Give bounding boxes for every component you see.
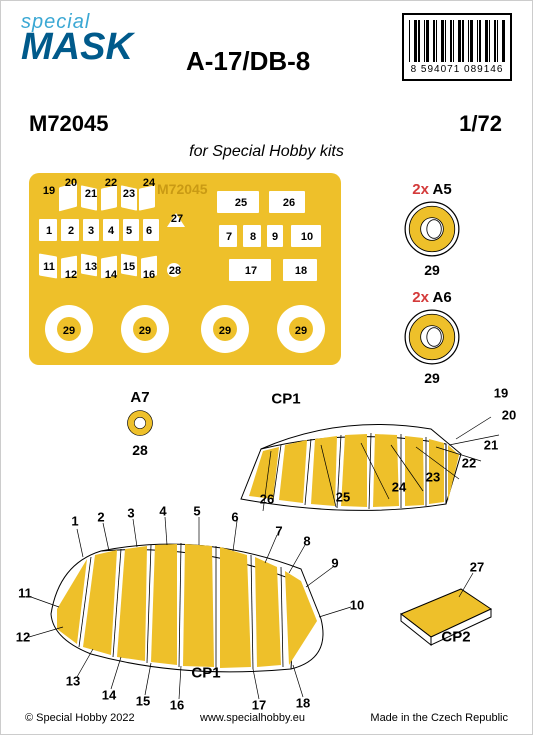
mask-piece-27: 27 <box>171 213 183 225</box>
wheel-icon <box>401 306 463 368</box>
footer-made-in: Made in the Czech Republic <box>370 712 508 724</box>
num-26: 26 <box>260 492 274 507</box>
side-wheel-a5: 2x A5 29 <box>401 181 463 278</box>
footer-url: www.specialhobby.eu <box>200 712 305 724</box>
barcode-bars <box>409 20 505 62</box>
num-8: 8 <box>303 534 310 549</box>
canopy-diagrams <box>1 379 533 719</box>
side-wheel-a6: 2x A6 29 <box>401 289 463 386</box>
mask-piece-16: 16 <box>143 269 155 281</box>
num-14: 14 <box>102 688 116 703</box>
mask-piece-20: 20 <box>65 177 77 189</box>
brand-logo: special MASK <box>21 11 133 77</box>
num-25: 25 <box>336 490 350 505</box>
num-19: 19 <box>494 386 508 401</box>
mask-piece-4: 4 <box>108 225 114 237</box>
mask-piece-28: 28 <box>169 265 181 277</box>
num-2: 2 <box>97 510 104 525</box>
cp2-label: CP2 <box>441 629 470 646</box>
num-20: 20 <box>502 408 516 423</box>
mask-piece-17: 17 <box>245 265 257 277</box>
num-13: 13 <box>66 674 80 689</box>
num-11: 11 <box>18 586 32 601</box>
mask-piece-13: 13 <box>85 261 97 273</box>
num-3: 3 <box>127 506 134 521</box>
mask-piece-5: 5 <box>126 225 132 237</box>
mask-piece-29: 29 <box>295 325 307 337</box>
barcode: 8 594071 089146 <box>402 13 512 81</box>
num-16: 16 <box>170 698 184 713</box>
mask-piece-14: 14 <box>105 269 117 281</box>
mask-piece-6: 6 <box>146 225 152 237</box>
num-12: 12 <box>16 630 30 645</box>
mask-piece-22: 22 <box>105 177 117 189</box>
num-6: 6 <box>231 510 238 525</box>
mask-piece-11: 11 <box>43 261 55 273</box>
wheel-icon <box>401 198 463 260</box>
cp1-label-top: CP1 <box>271 391 300 408</box>
mask-piece-2: 2 <box>68 225 74 237</box>
scale: 1/72 <box>459 111 502 137</box>
cp1-label-bottom: CP1 <box>191 665 220 682</box>
num-17: 17 <box>252 698 266 713</box>
mask-sheet: M72045 <box>29 173 341 365</box>
mask-piece-8: 8 <box>250 231 256 243</box>
mask-piece-29: 29 <box>139 325 151 337</box>
mask-piece-25: 25 <box>235 197 247 209</box>
product-code: M72045 <box>29 111 109 137</box>
num-23: 23 <box>426 470 440 485</box>
mask-piece-3: 3 <box>88 225 94 237</box>
mask-piece-1: 1 <box>46 225 52 237</box>
footer: © Special Hobby 2022 www.specialhobby.eu… <box>1 712 532 724</box>
mask-piece-29: 29 <box>219 325 231 337</box>
num-18: 18 <box>296 696 310 711</box>
product-title: A-17/DB-8 <box>186 46 310 77</box>
mask-piece-12: 12 <box>65 269 77 281</box>
mask-piece-26: 26 <box>283 197 295 209</box>
mask-piece-9: 9 <box>272 231 278 243</box>
num-7: 7 <box>275 524 282 539</box>
mask-piece-10: 10 <box>301 231 313 243</box>
num-27: 27 <box>470 560 484 575</box>
subtitle: for Special Hobby kits <box>1 143 532 161</box>
num-15: 15 <box>136 694 150 709</box>
barcode-number: 8 594071 089146 <box>411 64 504 75</box>
num-10: 10 <box>350 598 364 613</box>
num-24: 24 <box>392 480 406 495</box>
mask-sheet-label: M72045 <box>157 181 208 197</box>
mask-piece-21: 21 <box>85 188 97 200</box>
num-9: 9 <box>331 556 338 571</box>
num-21: 21 <box>484 438 498 453</box>
footer-copyright: © Special Hobby 2022 <box>25 712 135 724</box>
num-5: 5 <box>193 504 200 519</box>
num-4: 4 <box>159 504 166 519</box>
mask-piece-18: 18 <box>295 265 307 277</box>
mask-piece-29: 29 <box>63 325 75 337</box>
mask-piece-24: 24 <box>143 177 155 189</box>
mask-piece-19: 19 <box>43 185 55 197</box>
brand-line2: MASK <box>21 26 133 69</box>
mask-piece-7: 7 <box>226 231 232 243</box>
mask-piece-23: 23 <box>123 188 135 200</box>
mask-piece-15: 15 <box>123 261 135 273</box>
num-1: 1 <box>71 514 78 529</box>
num-22: 22 <box>462 456 476 471</box>
